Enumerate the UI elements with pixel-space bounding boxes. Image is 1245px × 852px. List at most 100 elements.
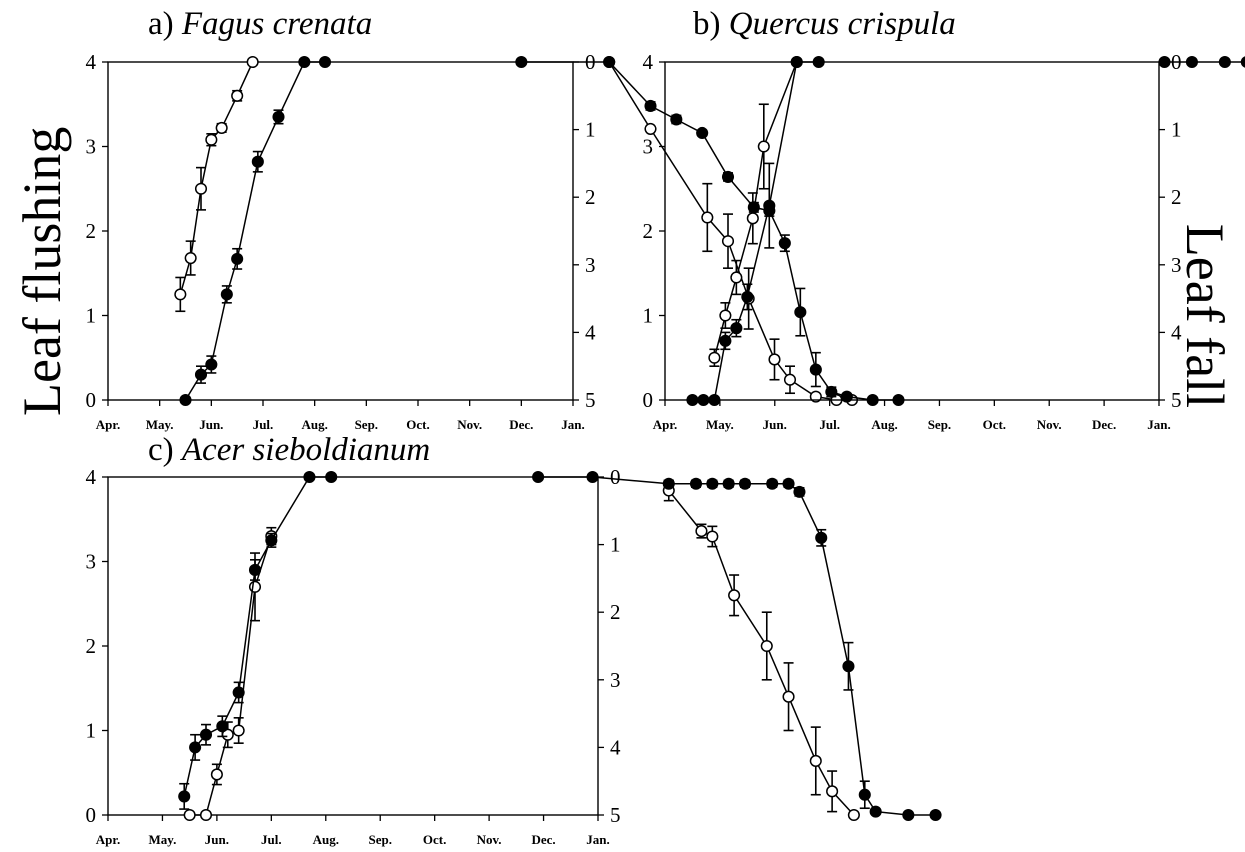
open-flushing-point xyxy=(210,768,223,781)
filled-fall-point xyxy=(766,477,779,490)
open-flushing-point xyxy=(757,140,770,153)
panel-c: 0 1 2 3 4 0 1 2 3 4 5 Apr. May. Jun. Jul. Aug. Sep. Oct. N… xyxy=(86,465,942,847)
panel-b-title: b) Quercus crispula xyxy=(693,6,956,43)
right-y-tick-label: 1 xyxy=(585,118,596,142)
x-tick-label: Nov. xyxy=(1037,417,1062,432)
right-y-tick-label: 5 xyxy=(585,388,596,412)
series-open xyxy=(183,479,860,822)
x-tick-label: Jul. xyxy=(253,417,274,432)
open-fall-point xyxy=(695,525,708,538)
filled-fall-point xyxy=(670,113,683,126)
filled-fall-point xyxy=(929,808,942,822)
x-tick-label: Aug. xyxy=(313,832,339,847)
right-y-tick-label: 5 xyxy=(1171,388,1182,412)
filled-fall-point xyxy=(662,477,675,490)
filled-fall-point xyxy=(644,99,657,112)
x-tick-label: Dec. xyxy=(1092,417,1116,432)
filled-fall-point xyxy=(778,237,791,250)
right-y-tick-label: 3 xyxy=(1171,253,1182,277)
x-tick-label: Oct. xyxy=(423,832,446,847)
filled-flushing-point xyxy=(719,334,732,347)
open-flushing-point xyxy=(184,251,197,265)
filled-flushing-point xyxy=(179,393,192,407)
x-tick-label: Jan. xyxy=(561,417,584,432)
open-fall-point xyxy=(809,754,822,767)
x-tick-label: Sep. xyxy=(928,417,951,432)
right-y-tick-label: 3 xyxy=(585,253,596,277)
open-fall-point xyxy=(826,785,839,798)
filled-flushing-point xyxy=(790,55,803,69)
filled-flushing-point xyxy=(178,790,191,803)
right-y-tick-label: 4 xyxy=(610,735,621,759)
filled-flushing-point xyxy=(318,55,332,69)
filled-flushing-point xyxy=(298,55,311,69)
panel-b-species: Quercus crispula xyxy=(728,6,956,42)
series-filled xyxy=(179,55,905,407)
left-y-tick-label: 2 xyxy=(86,634,97,658)
plot-frame xyxy=(664,61,1160,401)
filled-fall-point xyxy=(721,170,735,183)
filled-flushing-point xyxy=(231,252,244,265)
left-y-tick-label: 1 xyxy=(86,304,97,328)
filled-flushing-point xyxy=(697,393,710,407)
open-fall-point xyxy=(706,530,719,543)
x-tick-label: Oct. xyxy=(983,417,1006,432)
x-tick-label: Dec. xyxy=(531,832,555,847)
panel-c-species: Acer sieboldianum xyxy=(181,432,431,468)
right-y-tick-label: 2 xyxy=(1171,185,1182,209)
filled-flushing-point xyxy=(272,110,285,123)
open-flushing-point xyxy=(248,580,262,593)
open-fall-point xyxy=(809,390,822,403)
open-flushing-point xyxy=(174,288,187,301)
open-flushing-point xyxy=(719,309,732,322)
right-y-tick-label: 4 xyxy=(585,320,596,344)
panel-b-prefix: b) xyxy=(693,6,721,42)
plot-frame xyxy=(107,61,574,401)
x-tick-label: Apr. xyxy=(96,832,120,847)
x-tick-label: Aug. xyxy=(871,417,897,432)
open-fall-point xyxy=(783,373,797,386)
open-flushing-point xyxy=(232,724,245,737)
x-tick-label: Aug. xyxy=(301,417,327,432)
filled-fall-point xyxy=(696,126,709,140)
right-y-tick-label: 1 xyxy=(1171,118,1182,142)
filled-flushing-point xyxy=(303,470,316,484)
filled-fall-point xyxy=(689,477,703,490)
left-y-tick-label: 0 xyxy=(86,803,97,827)
filled-flushing-point xyxy=(220,288,233,301)
filled-fall-point xyxy=(902,808,915,822)
x-tick-label: Dec. xyxy=(509,417,533,432)
panel-a-prefix: a) xyxy=(148,6,174,42)
filled-flushing-point xyxy=(763,199,776,212)
filled-fall-point xyxy=(793,485,806,498)
flushing-line xyxy=(189,535,273,816)
x-tick-label: Jun. xyxy=(763,417,787,432)
left-y-tick-label: 2 xyxy=(86,219,97,243)
filled-fall-point xyxy=(825,385,838,398)
panel-c-prefix: c) xyxy=(148,432,174,468)
left-y-tick-label: 1 xyxy=(643,304,654,328)
right-y-tick-label: 0 xyxy=(610,465,621,489)
x-tick-label: Sep. xyxy=(355,417,378,432)
filled-fall-point xyxy=(1158,55,1171,69)
x-tick-label: Nov. xyxy=(477,832,502,847)
open-fall-point xyxy=(768,353,781,366)
right-y-tick-label: 2 xyxy=(585,185,596,209)
x-tick-label: Oct. xyxy=(406,417,429,432)
left-y-tick-label: 1 xyxy=(86,719,97,743)
x-tick-label: Apr. xyxy=(96,417,120,432)
left-y-tick-label: 3 xyxy=(86,135,97,159)
plot-frame xyxy=(107,476,599,816)
series-open xyxy=(174,55,859,407)
filled-flushing-point xyxy=(232,686,245,699)
filled-flushing-point xyxy=(325,470,338,484)
flushing-line xyxy=(183,476,332,797)
series-filled xyxy=(686,55,1245,407)
open-fall-point xyxy=(760,639,773,653)
filled-fall-point xyxy=(532,470,545,484)
x-tick-label: Jan. xyxy=(1147,417,1170,432)
open-flushing-point xyxy=(183,808,196,822)
open-flushing-point xyxy=(205,133,218,146)
open-fall-point xyxy=(701,211,714,224)
